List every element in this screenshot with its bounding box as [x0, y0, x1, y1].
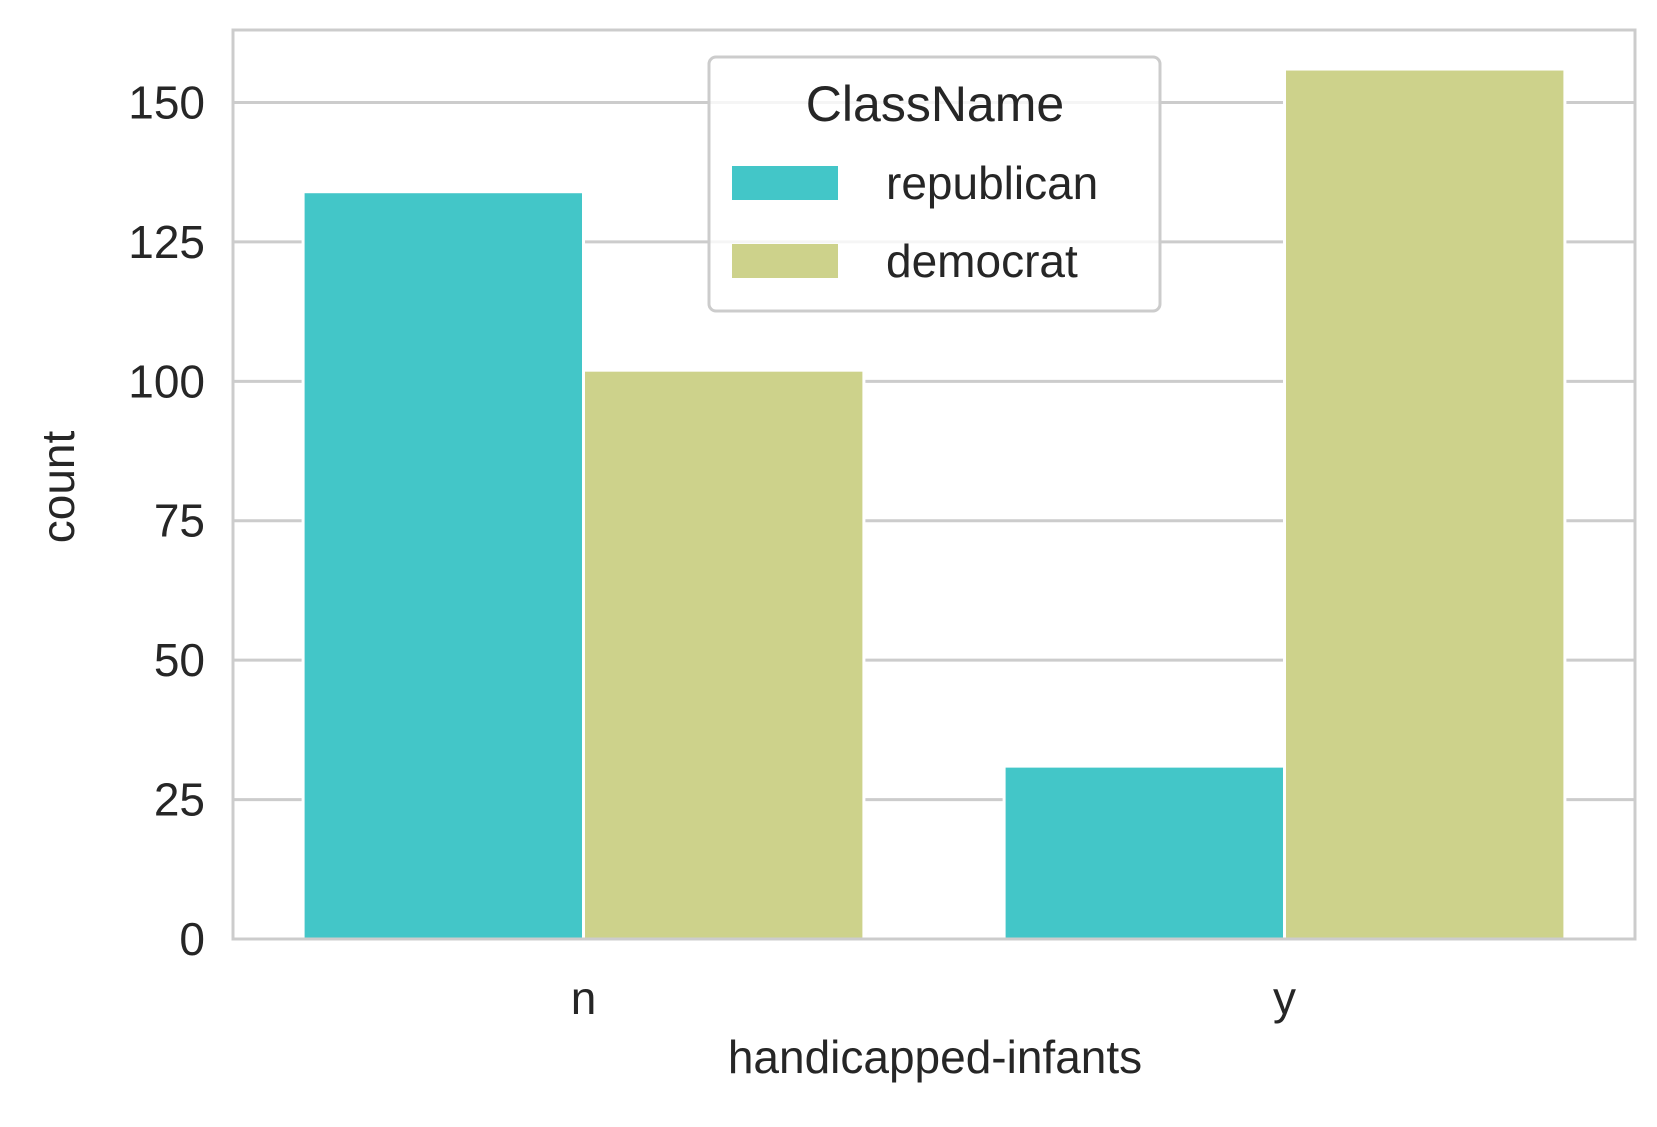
legend-title: ClassName	[806, 76, 1064, 132]
x-axis-title: handicapped-infants	[728, 1031, 1142, 1083]
legend-label-republican: republican	[886, 157, 1098, 209]
x-tick-label: n	[571, 972, 597, 1024]
legend-label-democrat: democrat	[886, 235, 1078, 287]
y-tick-label: 150	[128, 76, 205, 128]
legend-swatch-republican	[732, 166, 838, 200]
legend: ClassName republican democrat	[707, 55, 1162, 313]
y-tick-label: 100	[128, 355, 205, 407]
legend-swatch-democrat	[732, 244, 838, 278]
y-tick-labels: 0 25 50 75 100 125 150	[128, 76, 205, 965]
y-tick-label: 125	[128, 216, 205, 268]
plot-frame	[231, 28, 1637, 941]
x-tick-label: y	[1273, 972, 1296, 1024]
y-tick-label: 50	[154, 634, 205, 686]
y-tick-label: 25	[154, 774, 205, 826]
y-tick-label: 75	[154, 495, 205, 547]
bar-democrat-n	[582, 368, 866, 941]
bar-republican-n	[301, 190, 585, 941]
y-tick-label: 0	[179, 913, 205, 965]
bar-democrat-y	[1283, 67, 1567, 941]
bar-republican-y	[1002, 764, 1286, 941]
legend-entries: republican democrat	[732, 157, 1098, 287]
bars	[301, 67, 1567, 941]
y-axis-title: count	[32, 431, 84, 544]
